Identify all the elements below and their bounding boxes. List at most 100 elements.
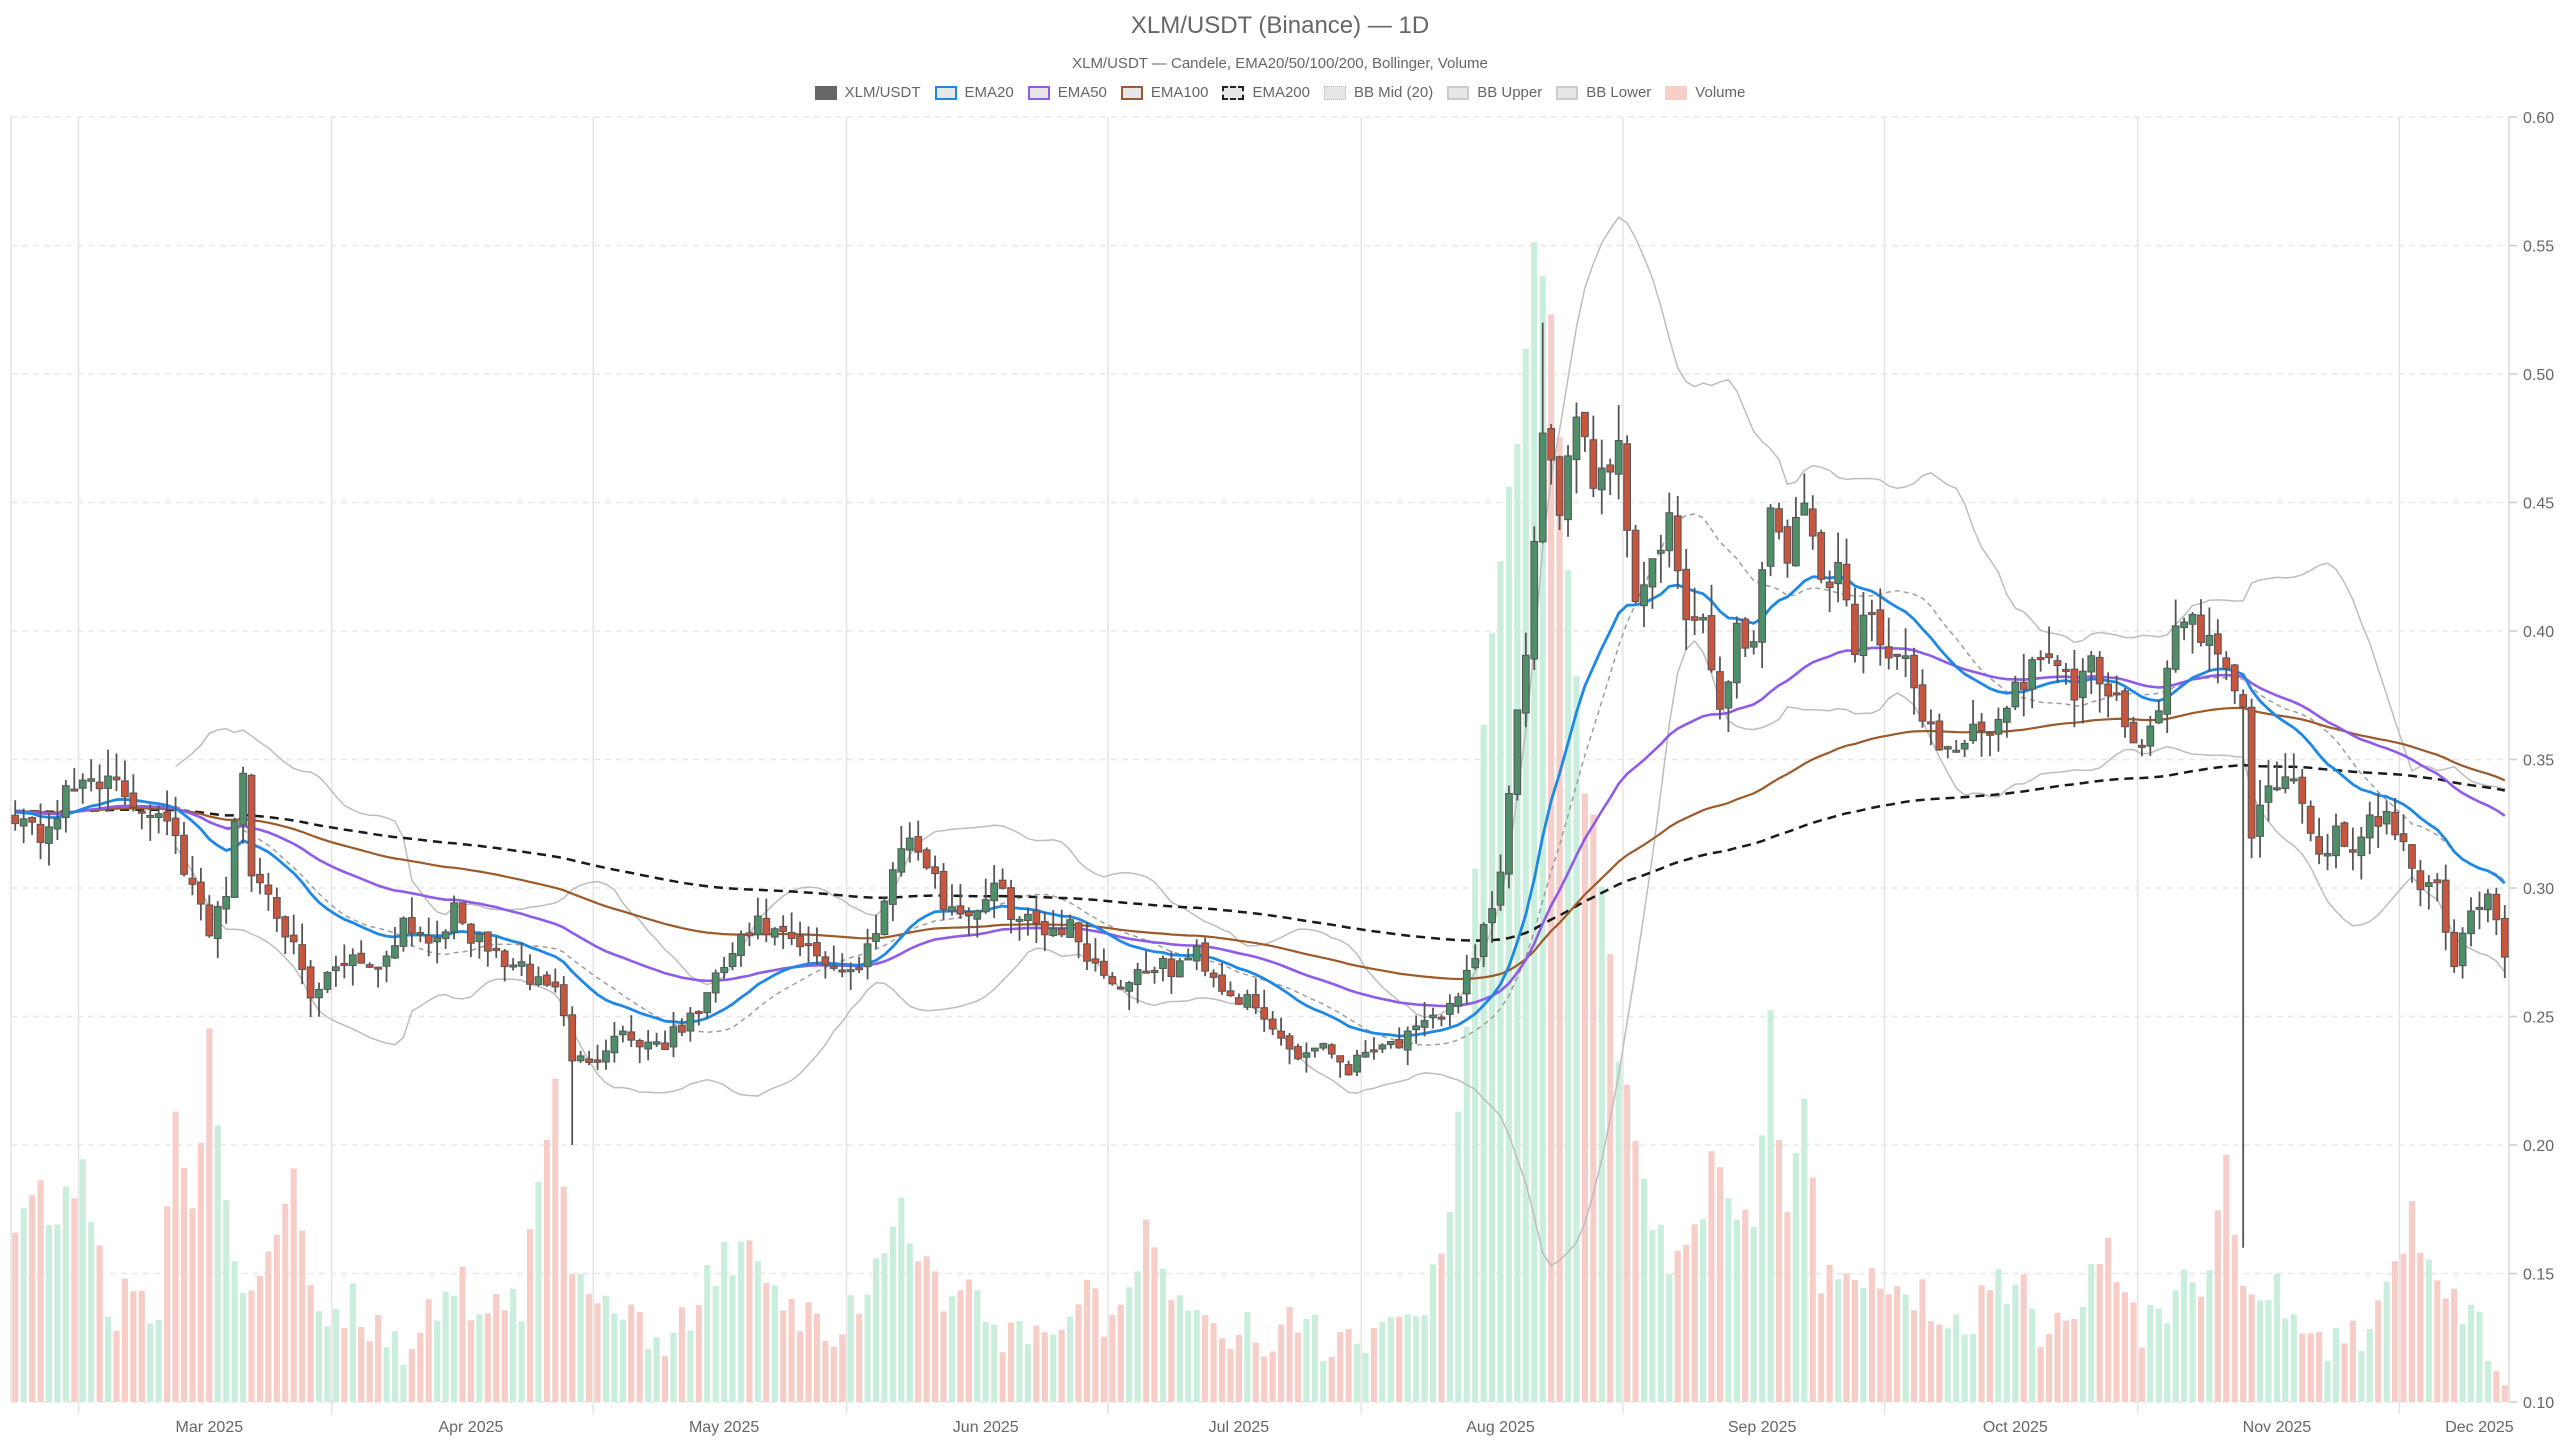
legend-item-ema200[interactable]: EMA200 bbox=[1222, 84, 1310, 101]
candle bbox=[433, 920, 442, 964]
chart-title: XLM/USDT (Binance) — 1D bbox=[1130, 12, 1430, 39]
candle bbox=[2188, 612, 2197, 654]
candle bbox=[728, 942, 737, 971]
candle bbox=[2045, 626, 2053, 664]
candles bbox=[11, 322, 2509, 1248]
candle bbox=[247, 773, 256, 892]
candle bbox=[2357, 827, 2366, 880]
candle bbox=[222, 876, 231, 924]
candle bbox=[1235, 993, 1243, 1005]
candle bbox=[981, 878, 990, 914]
candle bbox=[1040, 912, 1049, 952]
candle bbox=[880, 897, 889, 936]
candle bbox=[889, 862, 897, 922]
candle bbox=[2222, 651, 2231, 681]
legend-item-bb-lower[interactable]: BB Lower bbox=[1556, 84, 1651, 101]
y-tick-label: 0.20 bbox=[2523, 1138, 2554, 1155]
candle bbox=[205, 895, 214, 938]
y-tick-label: 0.55 bbox=[2523, 239, 2554, 256]
legend-swatch bbox=[1324, 85, 1346, 100]
candle bbox=[289, 914, 298, 955]
candle bbox=[2095, 651, 2104, 713]
candle bbox=[905, 822, 914, 863]
candle bbox=[2213, 619, 2222, 684]
candle bbox=[1116, 979, 1125, 990]
candle bbox=[526, 954, 534, 991]
candle bbox=[872, 915, 880, 949]
candle bbox=[1218, 962, 1226, 995]
x-tick-label: Mar 2025 bbox=[176, 1419, 244, 1436]
candle bbox=[146, 804, 155, 841]
legend-item-bb-upper[interactable]: BB Upper bbox=[1447, 84, 1542, 101]
legend-item-ema100[interactable]: EMA100 bbox=[1120, 84, 1208, 101]
candle bbox=[1876, 588, 1885, 666]
candle bbox=[1893, 653, 1902, 670]
candle bbox=[1606, 458, 1615, 495]
candle bbox=[357, 940, 366, 964]
ema200-line bbox=[15, 763, 2506, 942]
candle bbox=[2247, 698, 2256, 859]
candle bbox=[1943, 745, 1952, 759]
legend-item-xlm-usdt[interactable]: XLM/USDT bbox=[814, 84, 921, 101]
candle bbox=[644, 1030, 653, 1061]
candle bbox=[1564, 445, 1572, 537]
x-tick-label: Jul 2025 bbox=[1209, 1419, 1270, 1436]
legend-swatch bbox=[1665, 85, 1688, 100]
candle bbox=[2180, 617, 2188, 641]
candle bbox=[1682, 549, 1691, 651]
candle bbox=[104, 749, 112, 812]
candle bbox=[1403, 1026, 1412, 1066]
candle bbox=[1454, 992, 1463, 1014]
candle bbox=[2382, 800, 2391, 835]
candle bbox=[1792, 497, 1800, 567]
candle bbox=[264, 872, 273, 911]
candle bbox=[1133, 962, 1142, 1004]
candle bbox=[1032, 896, 1041, 943]
candle bbox=[1851, 587, 1859, 663]
legend-item-ema20[interactable]: EMA20 bbox=[934, 84, 1014, 101]
candle bbox=[1969, 699, 1977, 744]
candle bbox=[323, 971, 332, 993]
candle bbox=[399, 916, 408, 952]
candle bbox=[2306, 800, 2315, 842]
candle bbox=[1496, 854, 1505, 912]
candle bbox=[2281, 753, 2290, 794]
candle bbox=[1049, 910, 1058, 938]
candle bbox=[2011, 675, 2020, 710]
candle bbox=[2399, 814, 2408, 852]
volume-bars bbox=[12, 242, 2508, 1403]
candle bbox=[627, 1015, 636, 1047]
legend-item-bb-mid-20[interactable]: BB Mid (20) bbox=[1324, 84, 1433, 101]
candle bbox=[1766, 504, 1775, 577]
candle bbox=[1834, 532, 1842, 603]
x-tick-label: Nov 2025 bbox=[2243, 1419, 2312, 1436]
candle bbox=[171, 796, 180, 854]
candle bbox=[2053, 655, 2062, 684]
legend-item-ema50[interactable]: EMA50 bbox=[1027, 84, 1107, 101]
candle bbox=[424, 917, 433, 957]
candle bbox=[1977, 713, 1986, 757]
x-tick-label: Oct 2025 bbox=[1983, 1419, 2048, 1436]
candle bbox=[1842, 538, 1851, 607]
legend-item-volume[interactable]: Volume bbox=[1665, 84, 1745, 101]
candle bbox=[2323, 833, 2332, 871]
candle bbox=[1918, 669, 1927, 728]
candle bbox=[2467, 897, 2475, 947]
candle bbox=[1167, 951, 1176, 994]
candle bbox=[1505, 785, 1513, 889]
candle bbox=[1859, 592, 1868, 674]
candle bbox=[2332, 813, 2340, 869]
y-tick-label: 0.25 bbox=[2523, 1010, 2554, 1027]
candle bbox=[661, 1030, 669, 1051]
candle bbox=[1370, 1037, 1378, 1060]
candle bbox=[2036, 650, 2045, 672]
candle bbox=[1589, 415, 1598, 497]
candle bbox=[2112, 675, 2121, 701]
candle bbox=[745, 922, 754, 947]
legend-label: Volume bbox=[1695, 84, 1746, 101]
candle bbox=[382, 950, 391, 983]
candle bbox=[948, 884, 956, 916]
candle bbox=[610, 1021, 619, 1063]
candle bbox=[796, 921, 804, 956]
